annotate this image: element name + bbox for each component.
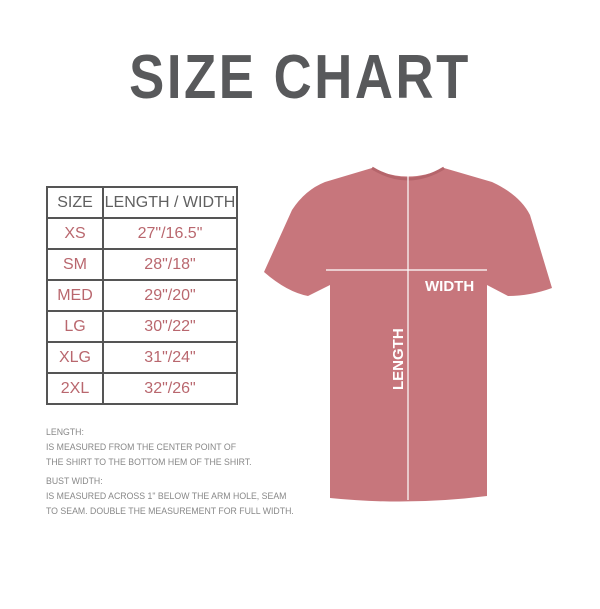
size-cell: MED xyxy=(46,279,104,312)
width-note-line: TO SEAM. DOUBLE THE MEASUREMENT FOR FULL… xyxy=(46,506,294,517)
header-size: SIZE xyxy=(46,186,104,219)
measure-cell: 27"/16.5" xyxy=(102,217,238,250)
length-note-label: LENGTH: xyxy=(46,427,84,438)
length-label: LENGTH xyxy=(390,328,407,390)
table-header-row: SIZE LENGTH / WIDTH xyxy=(46,186,238,219)
length-note-line: THE SHIRT TO THE BOTTOM HEM OF THE SHIRT… xyxy=(46,457,252,468)
size-cell: SM xyxy=(46,248,104,281)
size-cell: LG xyxy=(46,310,104,343)
table-row: XS 27"/16.5" xyxy=(46,217,238,250)
table-row: LG 30"/22" xyxy=(46,310,238,343)
width-note-line: IS MEASURED ACROSS 1" BELOW THE ARM HOLE… xyxy=(46,491,287,502)
table-row: SM 28"/18" xyxy=(46,248,238,281)
size-table: SIZE LENGTH / WIDTH XS 27"/16.5" SM 28"/18… xyxy=(46,186,238,405)
width-note-label: BUST WIDTH: xyxy=(46,476,103,487)
measurement-notes: LENGTH: IS MEASURED FROM THE CENTER POIN… xyxy=(46,425,294,523)
size-cell: XLG xyxy=(46,341,104,374)
page-title: SIZE CHART xyxy=(129,43,471,112)
measure-cell: 31"/24" xyxy=(102,341,238,374)
table-row: 2XL 32"/26" xyxy=(46,372,238,405)
width-label: WIDTH xyxy=(425,278,474,295)
measure-cell: 32"/26" xyxy=(102,372,238,405)
table-row: MED 29"/20" xyxy=(46,279,238,312)
length-note-line: IS MEASURED FROM THE CENTER POINT OF xyxy=(46,442,237,453)
header-measure: LENGTH / WIDTH xyxy=(102,186,238,219)
size-cell: 2XL xyxy=(46,372,104,405)
measure-cell: 28"/18" xyxy=(102,248,238,281)
measure-cell: 29"/20" xyxy=(102,279,238,312)
measure-cell: 30"/22" xyxy=(102,310,238,343)
table-row: XLG 31"/24" xyxy=(46,341,238,374)
size-cell: XS xyxy=(46,217,104,250)
